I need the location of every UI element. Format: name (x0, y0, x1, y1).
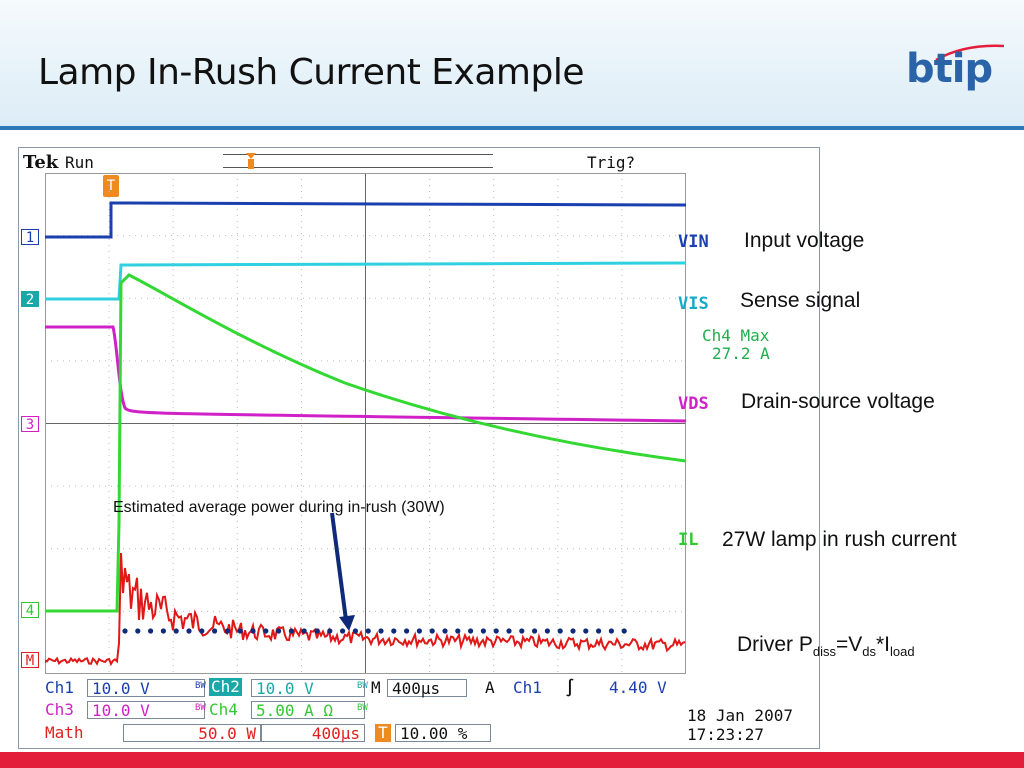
ch3-bw: BW (195, 703, 206, 713)
slide-title: Lamp In-Rush Current Example (38, 52, 584, 93)
slide-header (0, 0, 1024, 128)
logo-swoosh-icon (935, 44, 1005, 62)
legend-tag-vin: VIN (678, 232, 709, 252)
ch4-max-label: Ch4 Max (702, 326, 770, 345)
scope-readout: Ch1 10.0 V BW Ch2 10.0 V BW M 400µs A Ch… (19, 676, 819, 748)
ch4-scale: 5.00 A Ω (251, 701, 365, 720)
ch2-marker: 2 (21, 291, 39, 308)
a-label: A (485, 678, 495, 697)
math-scale: 50.0 W (123, 724, 261, 743)
legend-desc-vin: Input voltage (744, 229, 865, 252)
arrow-head-icon (339, 615, 355, 631)
ch4-label: Ch4 (209, 700, 238, 719)
ch1-scale: 10.0 V (87, 679, 205, 698)
math-power-trace (45, 552, 686, 667)
vin-trace (45, 201, 686, 239)
ch3-marker: 3 (21, 416, 39, 433)
ch4-bw: BW (357, 703, 368, 713)
oscilloscope-screen: Tek Run Trig? T Estimated average power … (18, 147, 820, 749)
ch1-marker: 1 (21, 229, 39, 246)
ch2-scale: 10.0 V (251, 679, 365, 698)
power-annotation: Estimated average power during in-rush (… (113, 499, 445, 516)
scope-time: 17:23:27 (687, 725, 765, 744)
header-divider (0, 126, 1024, 130)
average-power-dots (122, 628, 627, 634)
math-label: Math (45, 723, 84, 742)
scope-brand: Tek (23, 152, 59, 173)
m-label: M (371, 678, 381, 697)
trigger-position-marker: T (103, 175, 119, 197)
trigger-source: Ch1 (513, 678, 542, 697)
il-trace (45, 273, 686, 613)
ch1-bw: BW (195, 681, 206, 691)
graticule (45, 173, 686, 674)
ch4-marker: 4 (21, 602, 39, 619)
legend-tag-vds: VDS (678, 394, 709, 414)
trigger-level: 4.40 V (609, 678, 667, 697)
math-marker: M (21, 652, 39, 669)
vds-trace (45, 325, 686, 423)
ch4-max-value: 27.2 A (712, 344, 770, 363)
ch3-label: Ch3 (45, 700, 74, 719)
trigger-pos-icon: T (375, 724, 391, 742)
legend-tag-il: IL (678, 530, 699, 550)
ch2-bw: BW (357, 681, 368, 691)
legend-desc-vds: Drain-source voltage (741, 390, 935, 413)
scope-date: 18 Jan 2007 (687, 706, 793, 725)
legend-tag-vis: VIS (678, 294, 709, 314)
legend-desc-vis: Sense signal (740, 289, 861, 312)
btip-logo: btip (906, 46, 993, 92)
footer-bar (0, 752, 1024, 768)
driver-pdiss-formula: Driver Pdiss=Vds*Iload (737, 633, 915, 660)
ch1-label: Ch1 (45, 678, 74, 697)
timebase: 400µs (387, 679, 467, 698)
ch2-label: Ch2 (209, 677, 242, 696)
ruler-trigger-icon (246, 153, 256, 169)
scope-run-status: Run (65, 153, 94, 172)
waveform-plot (45, 173, 686, 674)
math-time: 400µs (261, 724, 365, 743)
trigger-status: Trig? (587, 153, 636, 172)
legend-desc-il: 27W lamp in rush current (722, 528, 957, 551)
annotation-arrow (330, 512, 348, 621)
trigger-position: 10.00 % (395, 724, 491, 743)
trigger-slope-icon: ∫ (565, 678, 575, 697)
ch3-scale: 10.0 V (87, 701, 205, 720)
record-ruler (223, 154, 493, 168)
